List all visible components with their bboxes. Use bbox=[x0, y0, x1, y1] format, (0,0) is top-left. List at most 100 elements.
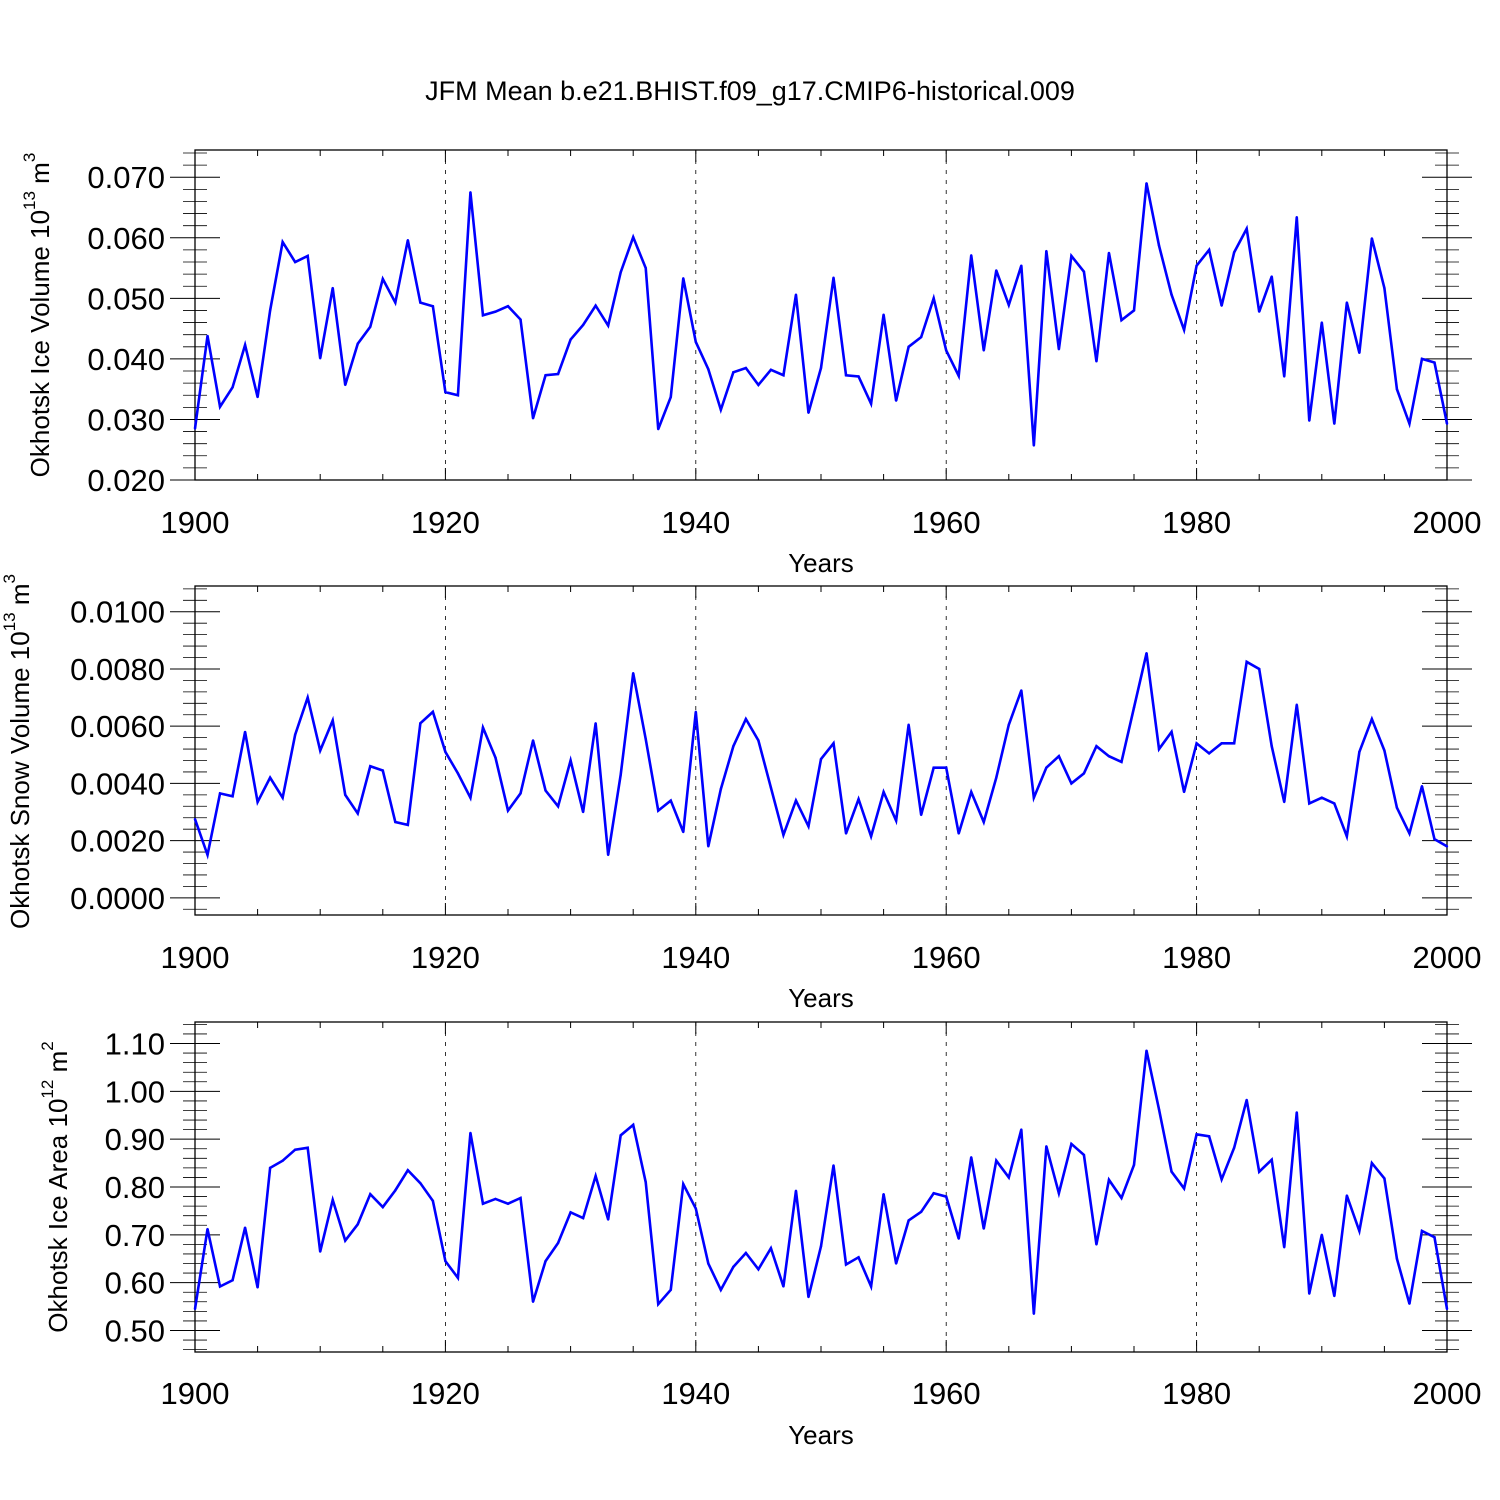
data-point-1990 bbox=[1320, 1233, 1324, 1237]
data-point-1911 bbox=[331, 719, 334, 722]
x-tick-labels: 1900 1920 1940 1960 1980 2000 bbox=[161, 940, 1482, 975]
data-point-1934 bbox=[619, 1134, 622, 1137]
data-point-1972 bbox=[1095, 360, 1098, 363]
data-point-1913 bbox=[356, 812, 359, 815]
data-point-1931 bbox=[581, 1216, 585, 1220]
x-tick-label: 1980 bbox=[1162, 505, 1231, 540]
data-point-1947 bbox=[782, 374, 785, 377]
data-point-1986 bbox=[1270, 1158, 1273, 1161]
data-point-1938 bbox=[669, 799, 672, 802]
data-point-1901 bbox=[206, 1227, 209, 1231]
y-tick-label: 0.70 bbox=[105, 1218, 165, 1253]
y-axis-label: Okhotsk Ice Volume 1013 m3 bbox=[20, 153, 54, 478]
data-point-1964 bbox=[995, 776, 998, 779]
data-point-1988 bbox=[1295, 216, 1298, 219]
data-point-1919 bbox=[431, 1199, 435, 1203]
data-point-1906 bbox=[268, 1166, 272, 1170]
data-point-1928 bbox=[544, 374, 547, 377]
data-point-1920 bbox=[444, 391, 447, 394]
data-point-1925 bbox=[506, 305, 510, 308]
data-point-1916 bbox=[394, 820, 397, 824]
y-tick-label: 0.0100 bbox=[70, 595, 165, 630]
data-point-1935 bbox=[632, 235, 635, 239]
data-point-1910 bbox=[319, 357, 322, 360]
data-point-1930 bbox=[569, 338, 572, 341]
data-point-2000 bbox=[1445, 845, 1449, 848]
data-point-1924 bbox=[494, 310, 497, 313]
data-point-1929 bbox=[556, 1241, 560, 1245]
data-point-1995 bbox=[1383, 1177, 1386, 1180]
x-tick-label: 1920 bbox=[411, 940, 480, 975]
data-point-1982 bbox=[1220, 1178, 1223, 1181]
data-point-1962 bbox=[970, 254, 973, 257]
data-point-1997 bbox=[1408, 832, 1411, 835]
data-point-1917 bbox=[406, 239, 410, 242]
data-point-1994 bbox=[1370, 717, 1374, 721]
x-axis-label: Years bbox=[788, 1420, 854, 1450]
data-point-1917 bbox=[406, 823, 410, 827]
data-point-1986 bbox=[1270, 745, 1273, 748]
ice-volume-data-points bbox=[193, 182, 1449, 447]
data-point-1905 bbox=[256, 800, 259, 804]
data-point-1938 bbox=[669, 1288, 672, 1292]
y-tick-label: 0.90 bbox=[105, 1122, 165, 1157]
data-point-1981 bbox=[1207, 248, 1211, 252]
data-point-1912 bbox=[344, 1239, 347, 1242]
data-point-1900 bbox=[193, 817, 197, 821]
data-point-1913 bbox=[356, 342, 359, 345]
data-point-1963 bbox=[982, 1227, 985, 1230]
data-point-1954 bbox=[869, 402, 873, 405]
data-point-1981 bbox=[1207, 752, 1211, 755]
data-point-1930 bbox=[569, 759, 572, 762]
data-point-1928 bbox=[544, 789, 547, 792]
data-point-1964 bbox=[995, 269, 998, 272]
data-point-1961 bbox=[957, 374, 960, 378]
x-tick-label: 1940 bbox=[661, 505, 730, 540]
data-point-1999 bbox=[1433, 361, 1436, 364]
y-axis-label-unit-exponent: 3 bbox=[0, 574, 19, 583]
data-point-1987 bbox=[1283, 375, 1286, 378]
snow-volume-panel: 0.0000 0.0020 0.0040 0.0060 0.0080 0.0100 190… bbox=[0, 574, 1481, 1013]
data-point-1987 bbox=[1283, 800, 1286, 804]
data-point-1982 bbox=[1220, 304, 1223, 307]
data-point-1961 bbox=[957, 1237, 960, 1240]
data-point-1956 bbox=[894, 1262, 898, 1265]
data-point-1921 bbox=[456, 1276, 460, 1280]
data-point-1959 bbox=[932, 297, 935, 300]
x-tick-label: 1900 bbox=[161, 940, 230, 975]
data-point-1991 bbox=[1333, 422, 1336, 425]
data-point-1981 bbox=[1207, 1135, 1211, 1138]
y-tick-label: 0.0020 bbox=[70, 824, 165, 859]
y-tick-label: 1.10 bbox=[105, 1027, 165, 1062]
y-tick-label: 0.020 bbox=[87, 463, 165, 498]
x-tick-label: 1980 bbox=[1162, 1376, 1231, 1411]
y-axis-label-text: Okhotsk Snow Volume 10 bbox=[5, 631, 35, 929]
data-point-1957 bbox=[907, 723, 910, 726]
data-point-1923 bbox=[481, 314, 485, 317]
x-axis-label: Years bbox=[788, 548, 854, 578]
data-point-1920 bbox=[444, 750, 447, 754]
data-point-1992 bbox=[1345, 835, 1349, 838]
data-point-1949 bbox=[807, 825, 810, 828]
data-point-1996 bbox=[1395, 1257, 1399, 1260]
data-point-1969 bbox=[1057, 755, 1061, 758]
data-point-1944 bbox=[744, 717, 748, 721]
data-point-1946 bbox=[769, 1247, 773, 1250]
data-point-1939 bbox=[682, 1182, 685, 1186]
axis-ticks bbox=[170, 586, 1472, 915]
data-point-1942 bbox=[719, 787, 723, 791]
data-point-1922 bbox=[469, 191, 472, 194]
data-point-1926 bbox=[519, 792, 522, 795]
data-point-1940 bbox=[694, 340, 697, 344]
data-point-1936 bbox=[644, 266, 647, 270]
data-point-1965 bbox=[1007, 303, 1010, 307]
data-point-1928 bbox=[544, 1259, 547, 1263]
data-point-1942 bbox=[719, 408, 723, 411]
data-point-1960 bbox=[945, 766, 948, 769]
data-point-1988 bbox=[1295, 1111, 1298, 1114]
data-point-1915 bbox=[381, 277, 384, 281]
data-point-1918 bbox=[419, 722, 422, 725]
